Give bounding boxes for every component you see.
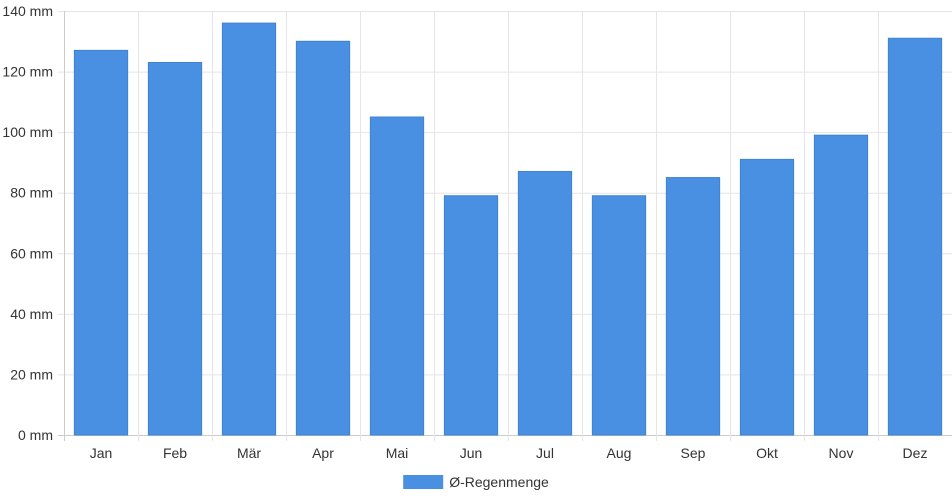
y-tick-label: 20 mm — [10, 366, 53, 382]
bar-aug[interactable] — [591, 195, 647, 436]
bar-dez[interactable] — [887, 37, 943, 436]
bar-nov[interactable] — [813, 134, 869, 436]
x-tick-label: Dez — [903, 445, 928, 461]
bar-mär[interactable] — [221, 22, 277, 436]
y-tick-label: 140 mm — [2, 3, 53, 19]
x-tick-label: Jun — [460, 445, 483, 461]
bar-jun[interactable] — [443, 195, 499, 436]
grid-layer — [58, 11, 952, 441]
legend[interactable]: Ø-Regenmenge — [403, 474, 549, 490]
bar-okt[interactable] — [739, 158, 795, 436]
x-tick-label: Jan — [90, 445, 113, 461]
bar-jul[interactable] — [517, 171, 573, 436]
x-tick-label: Feb — [163, 445, 187, 461]
bar-sep[interactable] — [665, 177, 721, 436]
x-tick-label: Aug — [607, 445, 632, 461]
axis-layer: 0 mm 20 mm 40 mm 60 mm 80 mm 100 mm 120 mm 140 … — [2, 3, 927, 461]
x-tick-label: Apr — [312, 445, 334, 461]
legend-swatch[interactable] — [403, 475, 444, 489]
y-tick-label: 40 mm — [10, 306, 53, 322]
x-tick-label: Okt — [756, 445, 778, 461]
y-tick-label: 100 mm — [2, 124, 53, 140]
legend-label[interactable]: Ø-Regenmenge — [449, 474, 549, 490]
x-tick-label: Jul — [536, 445, 554, 461]
y-tick-label: 0 mm — [18, 427, 53, 443]
y-tick-label: 80 mm — [10, 185, 53, 201]
x-tick-label: Mär — [237, 445, 261, 461]
bar-mai[interactable] — [369, 116, 425, 436]
y-tick-label: 60 mm — [10, 245, 53, 261]
bar-jan[interactable] — [73, 49, 129, 436]
bar-feb[interactable] — [147, 61, 203, 436]
y-tick-label: 120 mm — [2, 64, 53, 80]
bar-layer — [73, 22, 943, 436]
bar-apr[interactable] — [295, 40, 351, 436]
x-tick-label: Nov — [829, 445, 854, 461]
x-tick-label: Sep — [681, 445, 706, 461]
x-tick-label: Mai — [386, 445, 409, 461]
